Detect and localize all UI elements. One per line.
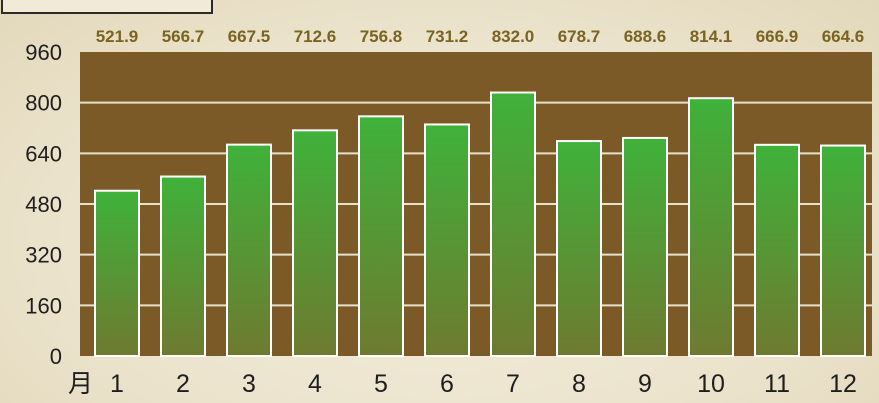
value-label-6: 731.2 xyxy=(426,27,469,46)
x-tick-label-11: 11 xyxy=(764,370,790,398)
bar-9 xyxy=(622,136,668,357)
bar-5 xyxy=(358,115,404,357)
x-tick-label-8: 8 xyxy=(572,370,586,398)
bar-3 xyxy=(226,143,272,357)
x-tick-label-7: 7 xyxy=(506,370,520,398)
bar-6 xyxy=(424,123,470,357)
bar-2 xyxy=(160,175,206,357)
y-tick-label: 480 xyxy=(25,192,62,217)
x-tick-label-4: 4 xyxy=(308,370,322,398)
value-label-4: 712.6 xyxy=(294,27,337,46)
value-labels: 521.9 566.7 667.5 712.6 756.8 731.2 832.0 678.7… xyxy=(96,27,865,46)
x-tick-label-9: 9 xyxy=(638,370,652,398)
bars xyxy=(94,91,866,358)
y-tick-label: 800 xyxy=(25,91,62,116)
y-tick-label: 0 xyxy=(50,344,62,369)
x-axis-ticks: 月 1 2 3 4 5 6 7 8 9 10 11 12 xyxy=(68,370,857,398)
value-label-2: 566.7 xyxy=(162,27,205,46)
value-label-8: 678.7 xyxy=(558,27,601,46)
y-tick-label: 160 xyxy=(25,293,62,318)
bar-1 xyxy=(94,189,140,357)
gridlines xyxy=(80,101,872,307)
bar-11 xyxy=(754,143,800,357)
x-tick-label-1: 1 xyxy=(110,370,124,398)
value-label-9: 688.6 xyxy=(624,27,667,46)
y-tick-label: 320 xyxy=(25,243,62,268)
bar-7 xyxy=(490,91,536,358)
value-label-7: 832.0 xyxy=(492,27,535,46)
x-tick-label-3: 3 xyxy=(242,370,256,398)
value-label-12: 664.6 xyxy=(822,27,865,46)
x-tick-label-2: 2 xyxy=(176,370,190,398)
value-label-1: 521.9 xyxy=(96,27,139,46)
x-tick-label-6: 6 xyxy=(440,370,454,398)
x-axis-unit-label: 月 xyxy=(68,370,93,398)
x-tick-label-10: 10 xyxy=(697,370,725,398)
y-tick-label: 640 xyxy=(25,141,62,166)
legend-box xyxy=(1,0,213,14)
value-label-5: 756.8 xyxy=(360,27,403,46)
y-axis-ticks: 0 160 320 480 640 800 960 xyxy=(25,40,62,369)
bar-8 xyxy=(556,140,602,357)
x-tick-label-12: 12 xyxy=(829,370,857,398)
bar-12 xyxy=(820,144,866,357)
y-tick-label: 960 xyxy=(25,40,62,65)
value-label-3: 667.5 xyxy=(228,27,271,46)
bar-10 xyxy=(688,97,734,358)
x-tick-label-5: 5 xyxy=(374,370,388,398)
value-label-11: 666.9 xyxy=(756,27,799,46)
value-label-10: 814.1 xyxy=(690,27,733,46)
bar-4 xyxy=(292,129,338,357)
